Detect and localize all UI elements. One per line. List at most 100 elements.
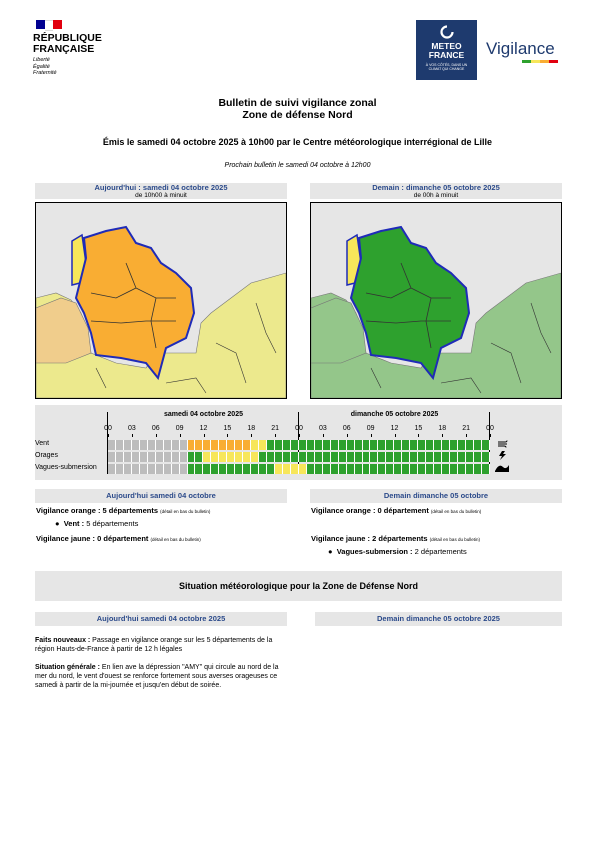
timeline-cell	[473, 464, 482, 474]
timeline-cell	[282, 452, 291, 462]
timeline-cell	[314, 440, 323, 450]
timeline-cell	[481, 464, 490, 474]
timeline-tick	[490, 434, 491, 437]
timeline-cell	[322, 452, 331, 462]
timeline-cell	[115, 464, 124, 474]
timeline-cell	[282, 464, 291, 474]
timeline-cell	[139, 452, 148, 462]
timeline-cell	[219, 464, 228, 474]
timeline-cell	[290, 452, 299, 462]
emission-text: Émis le samedi 04 octobre 2025 à 10h00 p…	[102, 137, 493, 147]
timeline-cell	[227, 464, 236, 474]
timeline-hour-label: 12	[390, 425, 399, 432]
timeline-cell	[442, 452, 450, 462]
timeline-cell	[434, 440, 443, 450]
timeline-tick	[179, 434, 181, 437]
situation-today-header: Aujourd'hui samedi 04 octobre 2025	[35, 612, 287, 626]
timeline-cell	[155, 440, 164, 450]
timeline-hour-label: 03	[318, 425, 327, 432]
timeline-row[interactable]	[108, 464, 490, 474]
timeline-cell	[394, 440, 403, 450]
tomorrow-orange: Vigilance orange : 0 département (détail…	[311, 506, 482, 515]
timeline-cell	[465, 464, 474, 474]
timeline-hour-label: 00	[484, 425, 496, 432]
timeline-hour-label: 00	[102, 425, 114, 432]
timeline-cell	[449, 440, 458, 450]
timeline-cell	[123, 464, 132, 474]
timeline-cell	[338, 452, 347, 462]
timeline-cell	[473, 452, 482, 462]
timeline-cell	[306, 464, 315, 474]
situation-generale: Situation générale : En lien ave la dépr…	[35, 664, 279, 689]
timeline-hour-label: 18	[438, 425, 447, 432]
timeline-cell	[322, 440, 331, 450]
timeline-cell	[410, 464, 419, 474]
timeline-cell	[314, 452, 323, 462]
timeline-tick	[322, 434, 324, 437]
timeline-row[interactable]	[108, 440, 490, 450]
timeline-cell	[402, 440, 411, 450]
timeline-label-vagues: Vagues-submersion	[35, 464, 97, 471]
wind-icon	[498, 440, 508, 448]
timeline-cell	[434, 464, 443, 474]
timeline-hour-label: 03	[127, 425, 136, 432]
timeline-hour-label: 15	[414, 425, 423, 432]
map-tomorrow[interactable]	[310, 202, 562, 399]
timeline-cell	[243, 440, 252, 450]
timeline-tick	[418, 434, 420, 437]
timeline-cell	[418, 464, 427, 474]
today-summary-header: Aujourd'hui samedi 04 octobre	[35, 489, 287, 503]
timeline-cell	[251, 464, 260, 474]
timeline-cell	[179, 452, 188, 462]
timeline-cell	[330, 452, 339, 462]
timeline-cell	[163, 464, 172, 474]
timeline-tick	[442, 434, 444, 437]
timeline-label-orages: Orages	[35, 452, 58, 459]
timeline-cell	[171, 440, 180, 450]
timeline-cell	[378, 464, 387, 474]
timeline-cell	[131, 464, 140, 474]
timeline-cell	[290, 464, 299, 474]
timeline-cell	[155, 464, 164, 474]
timeline-tick	[370, 434, 372, 437]
timeline-cell	[139, 464, 148, 474]
timeline-hour-label: 18	[247, 425, 256, 432]
timeline-cell	[418, 440, 427, 450]
timeline-tick	[203, 434, 205, 437]
faits-nouveaux: Faits nouveaux : Passage en vigilance or…	[35, 637, 273, 653]
map-today[interactable]	[35, 202, 287, 399]
meteo-france-emblem-icon	[440, 25, 454, 39]
timeline-tick	[394, 434, 396, 437]
timeline-cell	[147, 452, 156, 462]
timeline-cell	[338, 464, 347, 474]
timeline-cell	[465, 452, 474, 462]
timeline-cell	[282, 440, 291, 450]
situation-header: Situation météorologique pour la Zone de…	[35, 571, 562, 601]
timeline-cell	[362, 464, 371, 474]
timeline-tick	[346, 434, 348, 437]
timeline-cell	[473, 440, 482, 450]
timeline-cell	[147, 440, 156, 450]
timeline-cell	[187, 452, 196, 462]
timeline-cell	[457, 440, 466, 450]
timeline-cell	[275, 440, 283, 450]
timeline-hour-label: 21	[271, 425, 280, 432]
timeline-hour-label: 00	[293, 425, 305, 432]
timeline-cell	[179, 440, 188, 450]
timeline-cell	[203, 464, 212, 474]
timeline-cell	[195, 440, 204, 450]
timeline-cell	[362, 440, 371, 450]
wave-icon	[495, 465, 509, 472]
timeline-cell	[219, 440, 228, 450]
timeline-row[interactable]	[108, 452, 490, 462]
timeline-cell	[251, 452, 260, 462]
timeline-cell	[378, 440, 387, 450]
timeline-cell	[235, 464, 244, 474]
timeline-cell	[115, 452, 124, 462]
timeline-cell	[139, 440, 148, 450]
timeline-cell	[410, 452, 419, 462]
timeline-cell	[457, 452, 466, 462]
timeline-cell	[131, 440, 140, 450]
lightning-icon	[499, 451, 506, 460]
timeline-hour-label: 12	[199, 425, 208, 432]
